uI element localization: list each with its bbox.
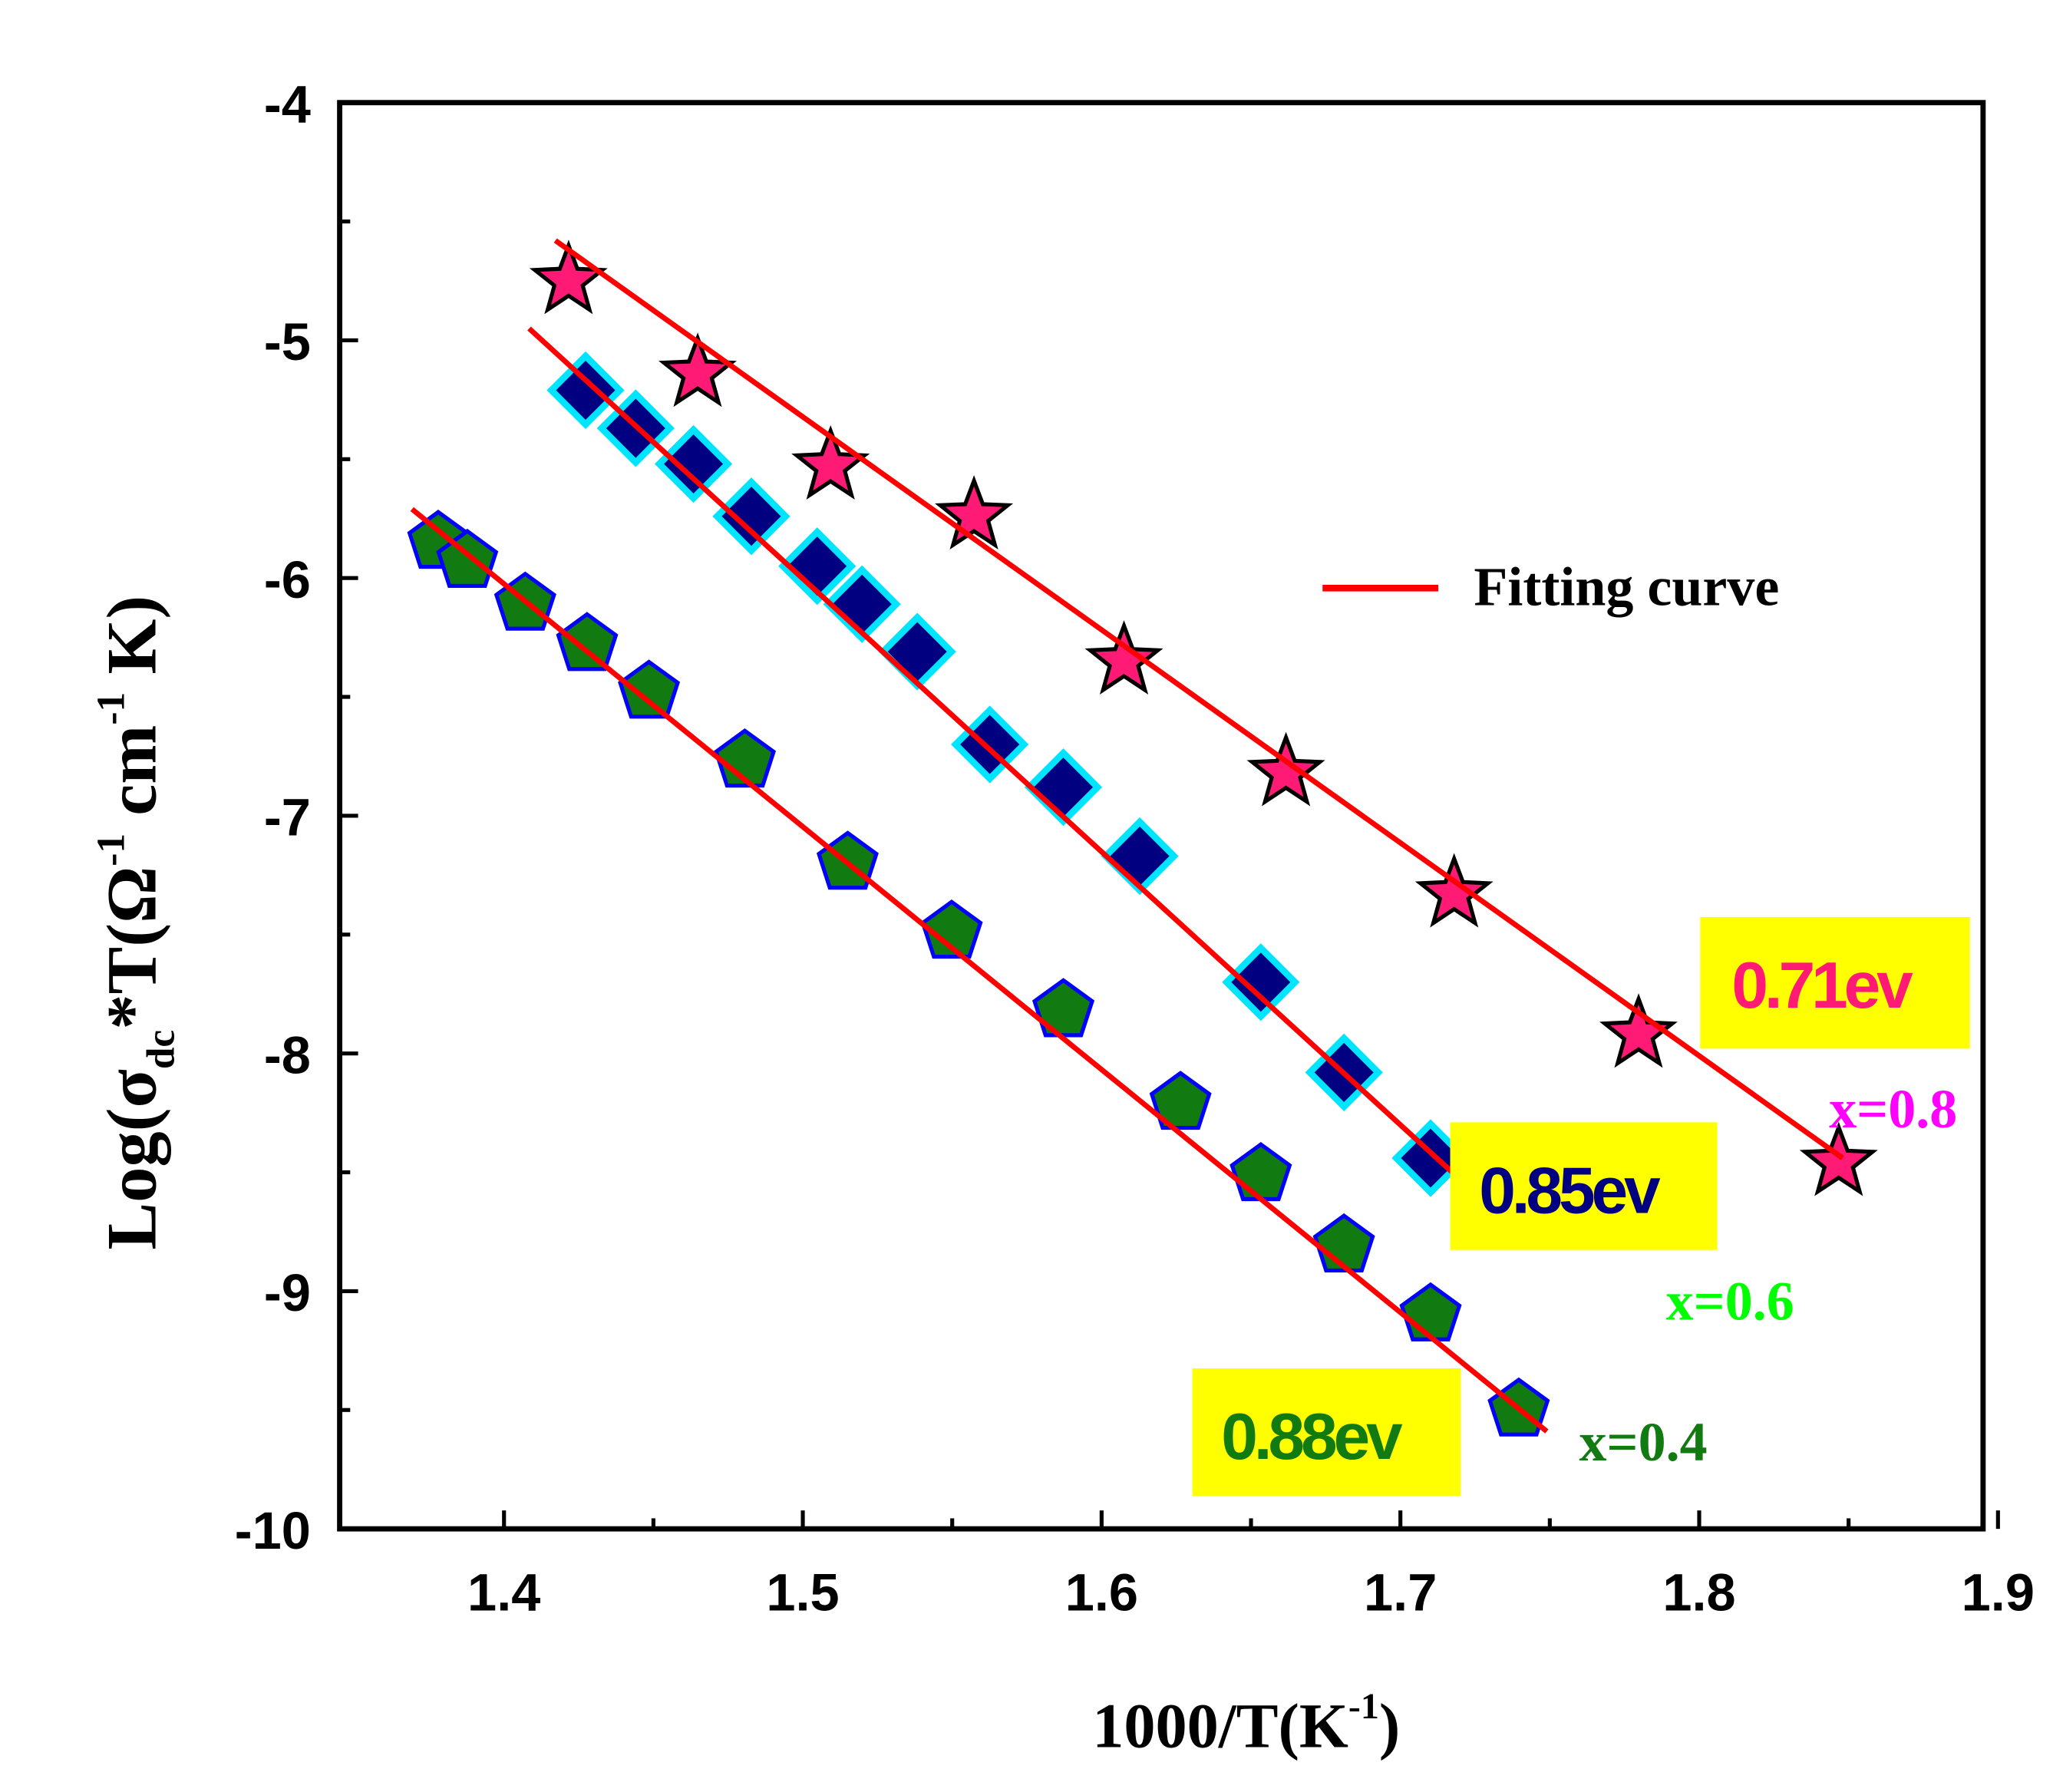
ea-box-x0.8 bbox=[1700, 916, 1970, 1049]
data-point-x=0.4 bbox=[1229, 1141, 1292, 1202]
data-point-x=0.8 bbox=[1799, 1121, 1878, 1196]
y-tick-label: -8 bbox=[264, 1025, 311, 1084]
x-tick-label: 1.6 bbox=[1065, 1563, 1138, 1622]
data-point-x=0.4 bbox=[1031, 978, 1095, 1038]
data-point-x=0.4 bbox=[1312, 1213, 1375, 1272]
data-point-x=0.4 bbox=[920, 899, 983, 959]
data-point-x=0.6 bbox=[778, 527, 857, 606]
series-label-x0.8: x=0.8 bbox=[1829, 1078, 1957, 1140]
data-point-x=0.6 bbox=[823, 565, 901, 643]
y-tick-label: -7 bbox=[264, 788, 311, 847]
data-point-x=0.6 bbox=[654, 424, 733, 503]
data-point-x=0.8 bbox=[1084, 620, 1163, 695]
data-point-x=0.8 bbox=[529, 239, 608, 315]
axis-ticks: 1.4 1.5 1.6 1.7 1.8 1.9 -4 -5 -6 -7 -8 -9 -10 bbox=[235, 74, 2035, 1622]
data-point-x=0.4 bbox=[556, 612, 619, 672]
x-tick-label: 1.7 bbox=[1364, 1563, 1437, 1622]
data-point-x=0.8 bbox=[658, 332, 737, 408]
data-point-x=0.6 bbox=[878, 612, 956, 691]
data-point-x=0.6 bbox=[1024, 748, 1103, 827]
x-tick-label: 1.9 bbox=[1962, 1563, 2035, 1622]
x-tick-label: 1.5 bbox=[766, 1563, 839, 1622]
x-axis-label: 1000/T(K-1) bbox=[1092, 1686, 1400, 1761]
legend-label: Fitting curve bbox=[1474, 556, 1779, 618]
y-tick-label: -10 bbox=[235, 1501, 311, 1560]
data-point-x=0.8 bbox=[1599, 993, 1678, 1068]
x-axis-label-main: 1000/T(K bbox=[1092, 1691, 1348, 1761]
x-axis-label-sup: -1 bbox=[1348, 1686, 1379, 1727]
data-point-x=0.8 bbox=[791, 424, 870, 500]
data-point-x=0.8 bbox=[935, 475, 1014, 550]
data-point-x=0.6 bbox=[951, 705, 1029, 784]
y-label-sup2: -1 bbox=[89, 692, 133, 725]
ea-box-x0.6 bbox=[1450, 1122, 1718, 1250]
y-tick-label: -6 bbox=[264, 550, 311, 609]
y-label-mid: *T(Ω bbox=[94, 866, 172, 1030]
data-point-x=0.4 bbox=[618, 659, 681, 719]
data-point-x=0.6 bbox=[712, 477, 791, 556]
y-tick-label: -9 bbox=[264, 1263, 311, 1322]
fit-line-x=0.6 bbox=[527, 326, 1486, 1203]
y-label-post: K) bbox=[94, 596, 172, 692]
series-label-x0.4: x=0.4 bbox=[1579, 1411, 1708, 1473]
data-point-x=0.6 bbox=[546, 351, 625, 430]
y-tick-label: -4 bbox=[264, 74, 311, 134]
fit-line-x=0.8 bbox=[553, 238, 1844, 1160]
x-tick-label: 1.4 bbox=[467, 1563, 540, 1622]
x-axis-label-close: ) bbox=[1379, 1691, 1400, 1761]
data-point-x=0.4 bbox=[1399, 1282, 1462, 1342]
y-tick-label: -5 bbox=[264, 312, 311, 371]
ea-box-x0.4 bbox=[1192, 1368, 1461, 1497]
data-point-x=0.8 bbox=[1246, 731, 1325, 807]
ea-label-x0.8: 0.71ev bbox=[1731, 949, 1913, 1022]
fit-line-x=0.4 bbox=[410, 507, 1549, 1434]
y-label-pre: Log(σ bbox=[94, 1069, 172, 1249]
data-point-x=0.8 bbox=[1414, 853, 1494, 928]
data-point-x=0.6 bbox=[1101, 817, 1179, 896]
ea-label-x0.4: 0.88ev bbox=[1221, 1400, 1403, 1474]
y-axis-label: Log(σdc*T(Ω-1 cm-1 K) bbox=[89, 596, 183, 1250]
data-point-x=0.4 bbox=[714, 728, 777, 788]
y-label-sub: dc bbox=[140, 1030, 183, 1069]
data-point-x=0.4 bbox=[1149, 1071, 1212, 1130]
ea-label-x0.6: 0.85ev bbox=[1479, 1154, 1661, 1228]
y-label-cm: cm bbox=[94, 725, 172, 833]
data-markers bbox=[407, 238, 1878, 1437]
y-label-sup1: -1 bbox=[89, 833, 133, 866]
series-label-x0.6: x=0.6 bbox=[1666, 1271, 1794, 1332]
data-point-x=0.6 bbox=[1222, 943, 1300, 1021]
x-tick-label: 1.8 bbox=[1662, 1563, 1735, 1622]
